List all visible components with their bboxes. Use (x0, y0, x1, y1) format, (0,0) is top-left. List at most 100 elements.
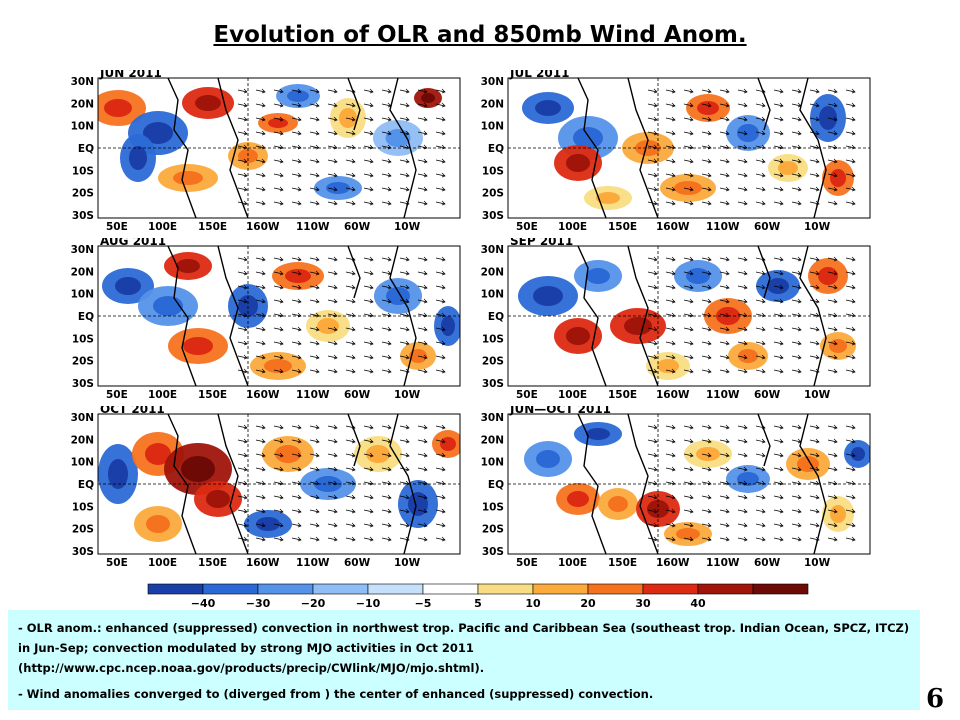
lat-tick-label: 30N (481, 76, 504, 88)
wind-vector (435, 438, 446, 444)
wind-vector (327, 284, 338, 290)
wind-vector (417, 522, 428, 528)
wind-vector (237, 158, 248, 164)
wind-vector (345, 494, 356, 500)
wind-vector (755, 284, 766, 290)
coastline (627, 414, 659, 554)
wind-vector (237, 508, 248, 514)
wind-vector (291, 270, 302, 276)
lat-tick-label: 10S (72, 501, 94, 513)
wind-vector (773, 158, 784, 164)
wind-vector (647, 326, 658, 332)
olr-anomaly-core (586, 268, 610, 284)
wind-vector (755, 270, 766, 276)
wind-vector (417, 508, 428, 514)
wind-vector (273, 424, 284, 430)
wind-vector (701, 158, 712, 164)
lon-tick-label: 110W (706, 389, 740, 401)
wind-vector (737, 494, 748, 500)
wind-vector (255, 256, 266, 262)
wind-vector (237, 298, 248, 304)
wind-vector (435, 200, 446, 206)
wind-vector (363, 158, 374, 164)
wind-vector (345, 158, 356, 164)
lon-tick-label: 100E (148, 557, 177, 569)
wind-vector (309, 508, 320, 514)
wind-vector (417, 172, 428, 178)
wind-vector (845, 522, 856, 528)
olr-anomaly-core (339, 108, 357, 128)
wind-vector (327, 158, 338, 164)
lon-tick-label: 160W (656, 221, 690, 233)
wind-vector (255, 522, 266, 528)
wind-vector (435, 452, 446, 458)
wind-vector (647, 284, 658, 290)
wind-vector (435, 284, 446, 290)
panel-label: JUN 2011 (99, 70, 162, 80)
wind-vector (665, 508, 676, 514)
wind-vector (237, 452, 248, 458)
lon-tick-label: 100E (148, 221, 177, 233)
wind-vector (381, 270, 392, 276)
wind-vector (399, 494, 410, 500)
lat-tick-label: 20N (71, 434, 94, 446)
olr-anomaly-core (829, 339, 847, 353)
wind-vector (309, 200, 320, 206)
coastline (627, 246, 659, 386)
olr-anomaly-core (608, 496, 628, 512)
olr-anomaly-core (268, 118, 288, 128)
colorbar-label: −30 (246, 597, 271, 610)
wind-vector (309, 536, 320, 542)
wind-vector (827, 186, 838, 192)
wind-vector (809, 130, 820, 136)
wind-vector (345, 438, 356, 444)
olr-anomaly-core (596, 192, 620, 204)
wind-vector (755, 172, 766, 178)
wind-vector (755, 256, 766, 262)
wind-vector (291, 130, 302, 136)
wind-vector (363, 130, 374, 136)
wind-vector (719, 186, 730, 192)
wind-vector (273, 438, 284, 444)
wind-vector (791, 102, 802, 108)
wind-vector (845, 130, 856, 136)
wind-vector (737, 102, 748, 108)
wind-vector (363, 270, 374, 276)
wind-vector (737, 270, 748, 276)
wind-vector (755, 536, 766, 542)
wind-vector (809, 256, 820, 262)
wind-vector (809, 354, 820, 360)
panel-label: AUG 2011 (100, 238, 166, 248)
wind-vector (309, 172, 320, 178)
wind-vector (255, 536, 266, 542)
wind-vector (237, 494, 248, 500)
wind-vector (417, 536, 428, 542)
wind-vector (309, 270, 320, 276)
wind-vector (701, 284, 712, 290)
lat-tick-label: 20S (72, 524, 94, 536)
wind-vector (827, 536, 838, 542)
lat-tick-label: 30S (72, 210, 94, 222)
wind-vector (665, 466, 676, 472)
wind-vector (755, 200, 766, 206)
olr-anomaly-core (153, 296, 183, 316)
wind-vector (399, 200, 410, 206)
wind-vector (363, 354, 374, 360)
wind-vector (683, 452, 694, 458)
wind-vector (845, 186, 856, 192)
wind-vector (237, 438, 248, 444)
wind-vector (719, 452, 730, 458)
wind-vector (791, 536, 802, 542)
lat-tick-label: 10S (482, 501, 504, 513)
wind-vector (363, 536, 374, 542)
wind-vector (737, 368, 748, 374)
wind-vector (255, 508, 266, 514)
lat-tick-label: 30S (482, 210, 504, 222)
wind-vector (701, 270, 712, 276)
wind-vector (237, 102, 248, 108)
wind-vector (363, 340, 374, 346)
wind-vector (327, 368, 338, 374)
wind-vector (237, 340, 248, 346)
wind-vector (683, 536, 694, 542)
lat-tick-label: 20N (481, 266, 504, 278)
